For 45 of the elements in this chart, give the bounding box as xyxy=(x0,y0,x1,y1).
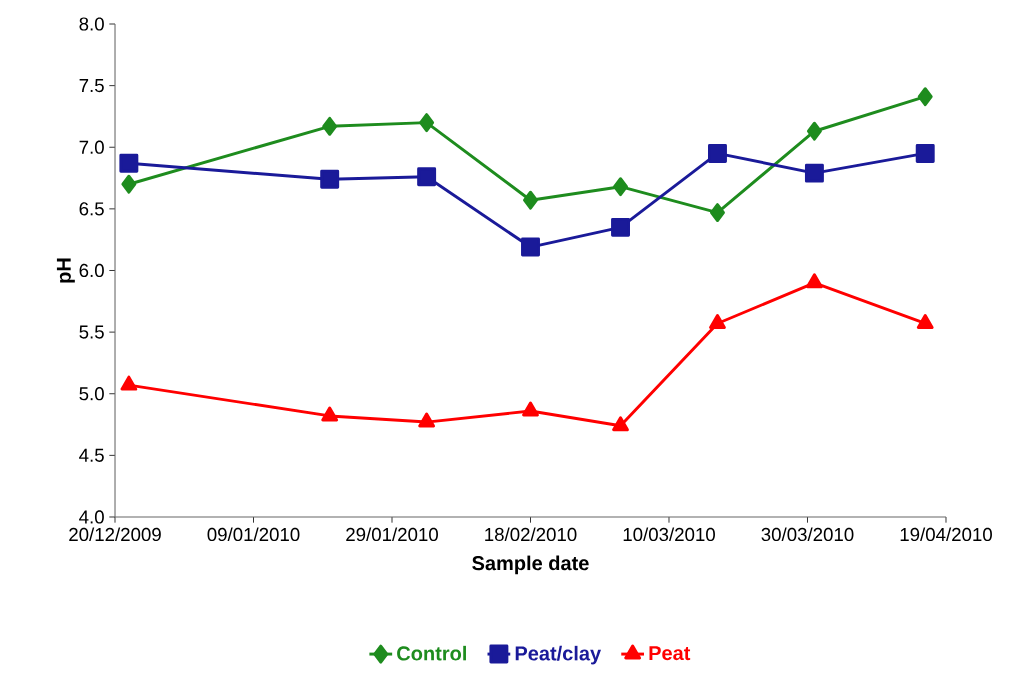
point xyxy=(419,113,435,133)
y-tick-label: 5.5 xyxy=(79,325,104,339)
point xyxy=(418,412,436,428)
point xyxy=(119,153,139,173)
y-axis-title: pH xyxy=(56,258,75,283)
y-tick-label: 7.0 xyxy=(79,140,104,154)
point xyxy=(322,116,338,136)
point xyxy=(321,406,339,422)
point xyxy=(521,237,540,257)
point xyxy=(708,143,727,163)
point xyxy=(120,375,138,391)
legend-label: Peat/clay xyxy=(515,645,602,665)
y-tick-label: 4.5 xyxy=(79,448,104,462)
x-tick-label: 30/03/2010 xyxy=(761,527,854,542)
point xyxy=(709,314,726,329)
point xyxy=(523,190,538,210)
x-tick-label: 29/01/2010 xyxy=(346,527,438,542)
point xyxy=(917,87,933,107)
point xyxy=(916,314,934,329)
point xyxy=(121,174,137,194)
x-tick-label: 10/03/2010 xyxy=(623,527,715,542)
point xyxy=(806,273,823,289)
point xyxy=(804,163,824,183)
point xyxy=(417,167,437,187)
y-tick-label: 4.0 xyxy=(79,510,104,524)
point xyxy=(806,121,822,141)
point xyxy=(710,203,725,223)
x-tick-label: 19/04/2010 xyxy=(900,527,992,542)
y-tick-label: 6.0 xyxy=(79,263,104,278)
point xyxy=(611,217,630,237)
legend-label: Peat xyxy=(649,646,691,661)
y-tick-label: 5.0 xyxy=(79,387,104,401)
point xyxy=(612,416,629,432)
y-tick-label: 6.5 xyxy=(79,202,104,216)
x-tick-label: 20/12/2009 xyxy=(69,527,161,542)
x-axis-title: Sample date xyxy=(472,555,589,575)
point xyxy=(320,169,340,189)
point xyxy=(522,401,539,417)
x-tick-label: 09/01/2010 xyxy=(207,527,300,542)
x-tick-label: 18/02/2010 xyxy=(485,527,577,542)
point xyxy=(915,143,935,163)
y-tick-label: 7.5 xyxy=(79,79,104,93)
point xyxy=(613,177,628,197)
legend-label: Control xyxy=(397,645,466,661)
y-tick-label: 8.0 xyxy=(79,17,104,31)
